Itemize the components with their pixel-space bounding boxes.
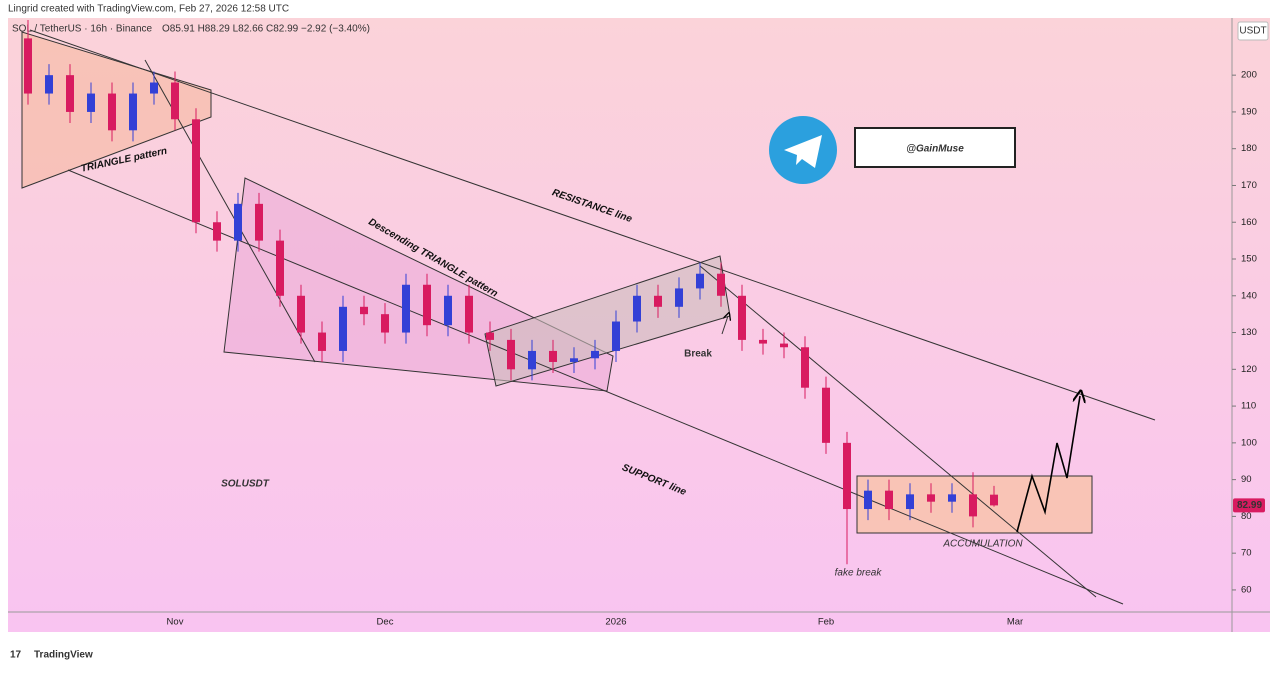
y-tick-label: 180: [1241, 143, 1257, 154]
candle-body: [234, 203, 242, 241]
x-tick-label: Nov: [167, 617, 184, 628]
annotation: fake break: [835, 568, 883, 579]
candle-body: [633, 295, 641, 322]
candle-body: [801, 347, 809, 388]
candle-body: [528, 350, 536, 370]
y-tick-label: 110: [1241, 401, 1256, 412]
x-tick-label: Feb: [818, 617, 834, 628]
candle-body: [780, 343, 788, 348]
candle-body: [948, 494, 956, 502]
candle-body: [276, 240, 284, 296]
candle-body: [969, 494, 977, 517]
symbol: SOL / TetherUS · 16h · Binance: [12, 24, 153, 35]
annotation: ACCUMULATION: [942, 539, 1023, 550]
candle-body: [486, 332, 494, 340]
candle-body: [108, 93, 116, 131]
candle-body: [906, 494, 914, 510]
y-tick-label: 60: [1241, 584, 1252, 595]
candle-body: [759, 339, 767, 344]
candle-body: [24, 38, 32, 94]
y-tick-label: 130: [1241, 327, 1257, 338]
y-tick-label: 70: [1241, 548, 1252, 559]
candle-body: [465, 295, 473, 333]
annotation: Break: [684, 349, 712, 360]
source-note: Lingrid created with TradingView.com, Fe…: [8, 4, 289, 15]
y-tick-label: 100: [1241, 437, 1257, 448]
projection-path: [1016, 396, 1080, 533]
break-arrow: [721, 316, 728, 335]
candle-body: [171, 82, 179, 120]
candle-body: [192, 119, 200, 223]
y-tick-label: 200: [1241, 70, 1257, 81]
candle-body: [318, 332, 326, 351]
ohlc-legend: O85.91 H88.29 L82.66 C82.99 −2.92 (−3.40…: [162, 24, 370, 35]
candle-body: [402, 284, 410, 333]
axis-unit: USDT: [1239, 26, 1266, 37]
candle-body: [444, 295, 452, 326]
y-tick-label: 120: [1241, 364, 1257, 375]
candle-body: [864, 490, 872, 510]
candle-body: [360, 306, 368, 315]
y-tick-label: 160: [1241, 217, 1257, 228]
handle: @GainMuse: [906, 144, 964, 155]
x-tick-label: Dec: [377, 617, 394, 628]
candle-body: [591, 350, 599, 359]
trend-line: [699, 265, 1097, 598]
candle-body: [927, 494, 935, 502]
candle-body: [507, 339, 515, 370]
candle-body: [738, 295, 746, 340]
candle-body: [612, 321, 620, 351]
candle-body: [66, 75, 74, 112]
candle-body: [297, 295, 305, 333]
x-tick-label: Mar: [1007, 617, 1023, 628]
watermark: SOLUSDT: [221, 479, 270, 490]
candle-body: [150, 82, 158, 94]
y-tick-label: 140: [1241, 290, 1257, 301]
handle-box: [854, 127, 1016, 168]
support-line: [67, 169, 1124, 605]
y-tick-label: 170: [1241, 180, 1257, 191]
candle-body: [990, 494, 998, 506]
brand: TradingView: [34, 650, 93, 661]
candle-body: [570, 358, 578, 362]
candle-body: [885, 490, 893, 510]
candle-body: [129, 93, 137, 131]
unit-box: [1237, 21, 1269, 41]
last-price-label: 82.99: [1237, 500, 1262, 511]
candle-body: [45, 75, 53, 94]
candle-body: [381, 314, 389, 333]
candle-body: [696, 273, 704, 289]
y-tick-label: 150: [1241, 254, 1257, 265]
candle-body: [339, 306, 347, 351]
candle-body: [255, 203, 263, 241]
y-tick-label: 80: [1241, 511, 1252, 522]
candle-body: [822, 387, 830, 443]
brand-logo: 17: [10, 650, 22, 661]
candle-body: [717, 273, 725, 296]
candle-body: [654, 295, 662, 307]
triangle-shape: [21, 31, 212, 189]
candle-body: [549, 350, 557, 362]
candle-body: [213, 222, 221, 241]
y-tick-label: 190: [1241, 106, 1257, 117]
candle-body: [423, 284, 431, 326]
last-price-box: [1233, 498, 1265, 513]
x-tick-label: 2026: [605, 617, 626, 628]
candle-body: [87, 93, 95, 112]
y-tick-label: 90: [1241, 474, 1252, 485]
resistance-line: [29, 29, 1156, 421]
candle-body: [843, 442, 851, 510]
telegram-plane: [784, 135, 822, 168]
candle-body: [675, 288, 683, 307]
